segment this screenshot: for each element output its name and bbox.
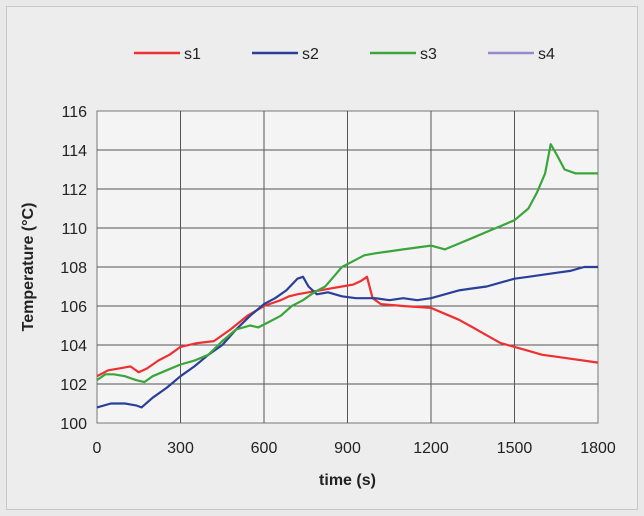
series-line-s3: [96, 143, 598, 384]
y-tick-label: 108: [60, 260, 87, 277]
series-group: [96, 143, 599, 409]
y-axis-label: Temperature (°C): [20, 203, 37, 332]
legend-label-s3: s3: [420, 46, 437, 63]
x-tick-label: 0: [93, 440, 102, 457]
series-line-s1: [96, 275, 599, 378]
legend: s1 s2 s3 s4: [134, 46, 555, 63]
x-tick-label: 1800: [580, 440, 616, 457]
x-axis-ticks: 0 300 600 900 1200 1500 1800: [93, 440, 616, 457]
y-tick-label: 100: [60, 416, 87, 433]
y-tick-label: 114: [61, 143, 87, 160]
chart-frame: s1 s2 s3 s4 0 300 600 900 1200 1500 1800 100 102 10…: [6, 6, 638, 510]
line-chart: s1 s2 s3 s4 0 300 600 900 1200 1500 1800 10010210…: [20, 46, 616, 489]
y-tick-label: 112: [61, 182, 87, 199]
y-tick-label: 110: [61, 221, 87, 238]
y-tick-label: 104: [60, 338, 87, 355]
y-tick-label: 106: [60, 299, 87, 316]
x-tick-label: 1200: [413, 440, 449, 457]
legend-label-s2: s2: [302, 46, 319, 63]
series-line-s2: [96, 265, 598, 409]
y-tick-label: 116: [61, 104, 87, 121]
x-tick-label: 1500: [497, 440, 533, 457]
x-tick-label: 300: [167, 440, 194, 457]
x-axis-label: time (s): [319, 472, 376, 489]
x-tick-label: 600: [251, 440, 278, 457]
grid-lines: [97, 111, 598, 423]
y-tick-label: 102: [60, 377, 87, 394]
y-axis-ticks: 100 102 104 106 108 110 112 114 116: [60, 104, 87, 433]
legend-label-s4: s4: [538, 46, 555, 63]
x-tick-label: 900: [334, 440, 361, 457]
legend-label-s1: s1: [184, 46, 201, 63]
